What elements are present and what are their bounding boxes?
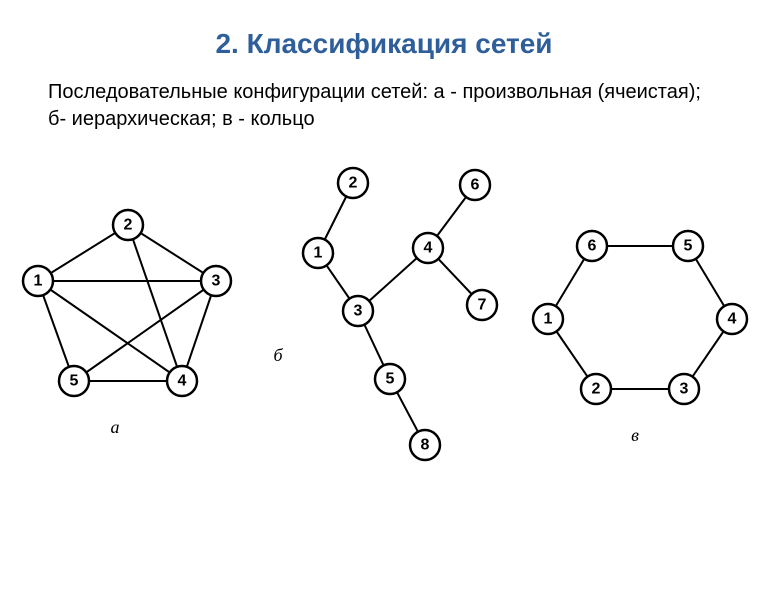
description-text: Последовательные конфигурации сетей: а -… <box>48 79 720 133</box>
graph-node-label: 2 <box>592 380 601 397</box>
graph-edge <box>74 281 216 381</box>
graph-node-label: 5 <box>70 372 79 389</box>
graph-node-label: 4 <box>424 239 433 256</box>
graph-node-label: 5 <box>684 237 693 254</box>
graph-node-label: 4 <box>178 372 187 389</box>
graph-node-label: 2 <box>349 174 358 191</box>
graph-node-label: 6 <box>471 176 480 193</box>
graph-edge <box>128 225 182 381</box>
diagram-a: 1 2 3 4 5 а <box>10 173 250 453</box>
page-title: 2. Классификация сетей <box>0 28 768 60</box>
diagram-c: 1 2 3 4 5 6 в <box>520 183 760 463</box>
diagram-container: 1 2 3 4 5 а 1 2 3 4 5 6 7 8 б 1 2 3 4 5 6 в <box>0 133 768 513</box>
graph-node-label: 7 <box>478 296 487 313</box>
graph-node-label: 2 <box>124 216 133 233</box>
diagram-caption: а <box>111 417 120 437</box>
graph-edge <box>38 281 182 381</box>
diagram-caption: в <box>631 425 639 445</box>
diagram-caption: б <box>273 345 283 365</box>
graph-node-label: 4 <box>728 310 737 327</box>
graph-node-label: 1 <box>544 310 553 327</box>
diagram-b: 1 2 3 4 5 6 7 8 б <box>260 153 510 473</box>
graph-node-label: 1 <box>314 244 323 261</box>
graph-node-label: 3 <box>212 272 221 289</box>
graph-node-label: 5 <box>386 370 395 387</box>
graph-node-label: 6 <box>588 237 597 254</box>
graph-node-label: 8 <box>421 436 430 453</box>
graph-node-label: 1 <box>34 272 43 289</box>
graph-node-label: 3 <box>354 302 363 319</box>
graph-node-label: 3 <box>680 380 689 397</box>
